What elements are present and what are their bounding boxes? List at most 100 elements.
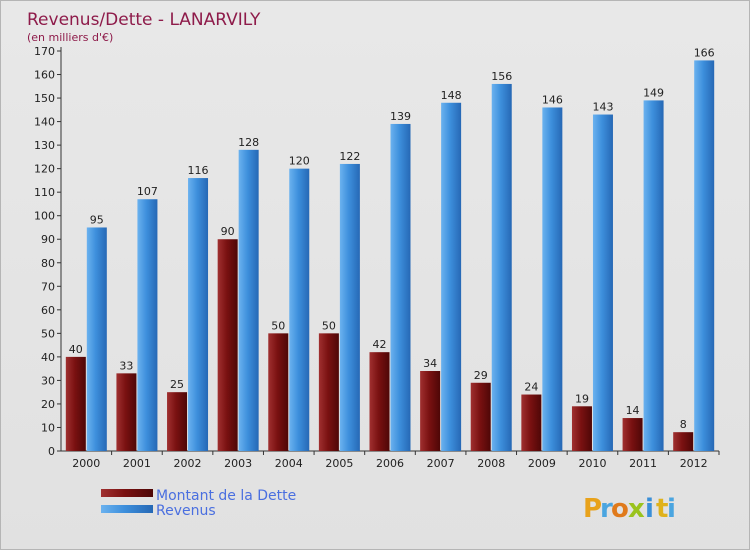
- logo-letter: i: [645, 494, 654, 524]
- bar-revenus: [339, 163, 360, 452]
- data-label-dette: 90: [221, 225, 235, 238]
- data-label-revenus: 148: [441, 89, 462, 102]
- y-tick-label: 120: [34, 163, 55, 176]
- x-tick-label: 2001: [123, 457, 151, 470]
- data-label-revenus: 120: [289, 155, 310, 168]
- data-label-dette: 33: [119, 359, 133, 372]
- bar-dette: [420, 371, 441, 451]
- y-tick-label: 70: [41, 280, 55, 293]
- bar-revenus: [592, 114, 613, 451]
- logo-letter: o: [611, 494, 629, 524]
- y-tick-label: 110: [34, 186, 55, 199]
- logo-letter: i: [667, 494, 676, 524]
- data-label-dette: 25: [170, 378, 184, 391]
- data-label-revenus: 143: [592, 101, 613, 114]
- data-label-dette: 34: [423, 357, 437, 370]
- logo-letter: t: [656, 494, 668, 524]
- legend-swatch-revenus: [101, 505, 153, 513]
- bar-revenus: [289, 168, 310, 451]
- proxiti-logo: Pro x i ti: [583, 494, 676, 524]
- bar-dette: [217, 239, 238, 451]
- data-label-revenus: 116: [188, 164, 209, 177]
- bar-revenus: [491, 83, 512, 452]
- data-label-revenus: 139: [390, 110, 411, 123]
- bar-revenus: [542, 107, 563, 452]
- y-tick-label: 60: [41, 304, 55, 317]
- data-label-dette: 50: [271, 319, 285, 332]
- x-tick-label: 2003: [224, 457, 252, 470]
- y-tick-label: 10: [41, 421, 55, 434]
- legend: Montant de la Dette Revenus: [101, 488, 296, 519]
- axes: 0 10 20 30 40 50 60 70 80 90 100 110 120 130 140 150 160…: [34, 45, 720, 470]
- bar-dette: [470, 382, 491, 451]
- y-tick-label: 170: [34, 45, 55, 58]
- legend-label-debt: Montant de la Dette: [156, 488, 296, 504]
- bar-dette: [622, 418, 643, 451]
- x-tick-label: 2011: [629, 457, 657, 470]
- bar-revenus: [643, 100, 664, 451]
- logo-letter: r: [600, 494, 613, 524]
- y-tick-label: 30: [41, 374, 55, 387]
- y-tick-label: 80: [41, 257, 55, 270]
- data-label-revenus: 107: [137, 185, 158, 198]
- data-label-dette: 29: [474, 369, 488, 382]
- bar-dette: [521, 394, 542, 451]
- y-tick-label: 100: [34, 210, 55, 223]
- legend-label-revenus: Revenus: [156, 503, 216, 519]
- data-label-dette: 42: [373, 338, 387, 351]
- y-tick-label: 90: [41, 233, 55, 246]
- data-label-dette: 50: [322, 319, 336, 332]
- bar-revenus: [694, 60, 715, 451]
- data-label-revenus: 156: [491, 70, 512, 83]
- data-label-revenus: 122: [339, 150, 360, 163]
- bar-dette: [318, 333, 339, 451]
- y-tick-label: 130: [34, 139, 55, 152]
- bar-revenus: [188, 178, 209, 451]
- y-tick-label: 20: [41, 398, 55, 411]
- x-tick-label: 2010: [578, 457, 606, 470]
- x-tick-label: 2009: [528, 457, 556, 470]
- y-tick-label: 160: [34, 69, 55, 82]
- data-label-revenus: 166: [694, 46, 715, 59]
- x-tick-label: 2007: [427, 457, 455, 470]
- x-tick-label: 2005: [325, 457, 353, 470]
- bar-dette: [673, 432, 694, 451]
- y-tick-label: 140: [34, 116, 55, 129]
- logo-letter: x: [628, 494, 645, 524]
- bar-dette: [369, 352, 390, 451]
- bar-dette: [65, 356, 86, 451]
- value-labels: 4095331072511690128501205012242139341482…: [69, 46, 715, 431]
- data-label-dette: 14: [626, 404, 640, 417]
- data-label-revenus: 149: [643, 86, 664, 99]
- logo-letter: P: [583, 494, 602, 524]
- x-tick-label: 2004: [275, 457, 303, 470]
- bar-revenus: [137, 199, 158, 451]
- bar-dette: [571, 406, 592, 451]
- bar-revenus: [441, 102, 462, 451]
- y-tick-label: 50: [41, 327, 55, 340]
- y-tick-label: 40: [41, 351, 55, 364]
- x-tick-label: 2006: [376, 457, 404, 470]
- x-tick-label: 2012: [680, 457, 708, 470]
- data-label-revenus: 95: [90, 213, 104, 226]
- x-tick-label: 2000: [72, 457, 100, 470]
- data-label-dette: 24: [524, 381, 538, 394]
- x-tick-label: 2002: [174, 457, 202, 470]
- bar-dette: [116, 373, 137, 451]
- data-label-revenus: 146: [542, 93, 563, 106]
- bar-dette: [268, 333, 289, 451]
- bar-revenus: [86, 227, 107, 451]
- bar-revenus: [390, 123, 411, 452]
- data-label-dette: 19: [575, 392, 589, 405]
- data-label-revenus: 128: [238, 136, 259, 149]
- y-tick-label: 150: [34, 92, 55, 105]
- bar-dette: [167, 392, 188, 451]
- legend-swatch-debt: [101, 489, 153, 497]
- data-label-dette: 8: [680, 418, 687, 431]
- bars: [65, 60, 715, 452]
- x-tick-label: 2008: [477, 457, 505, 470]
- chart-subtitle: (en milliers d'€): [27, 31, 113, 44]
- data-label-dette: 40: [69, 343, 83, 356]
